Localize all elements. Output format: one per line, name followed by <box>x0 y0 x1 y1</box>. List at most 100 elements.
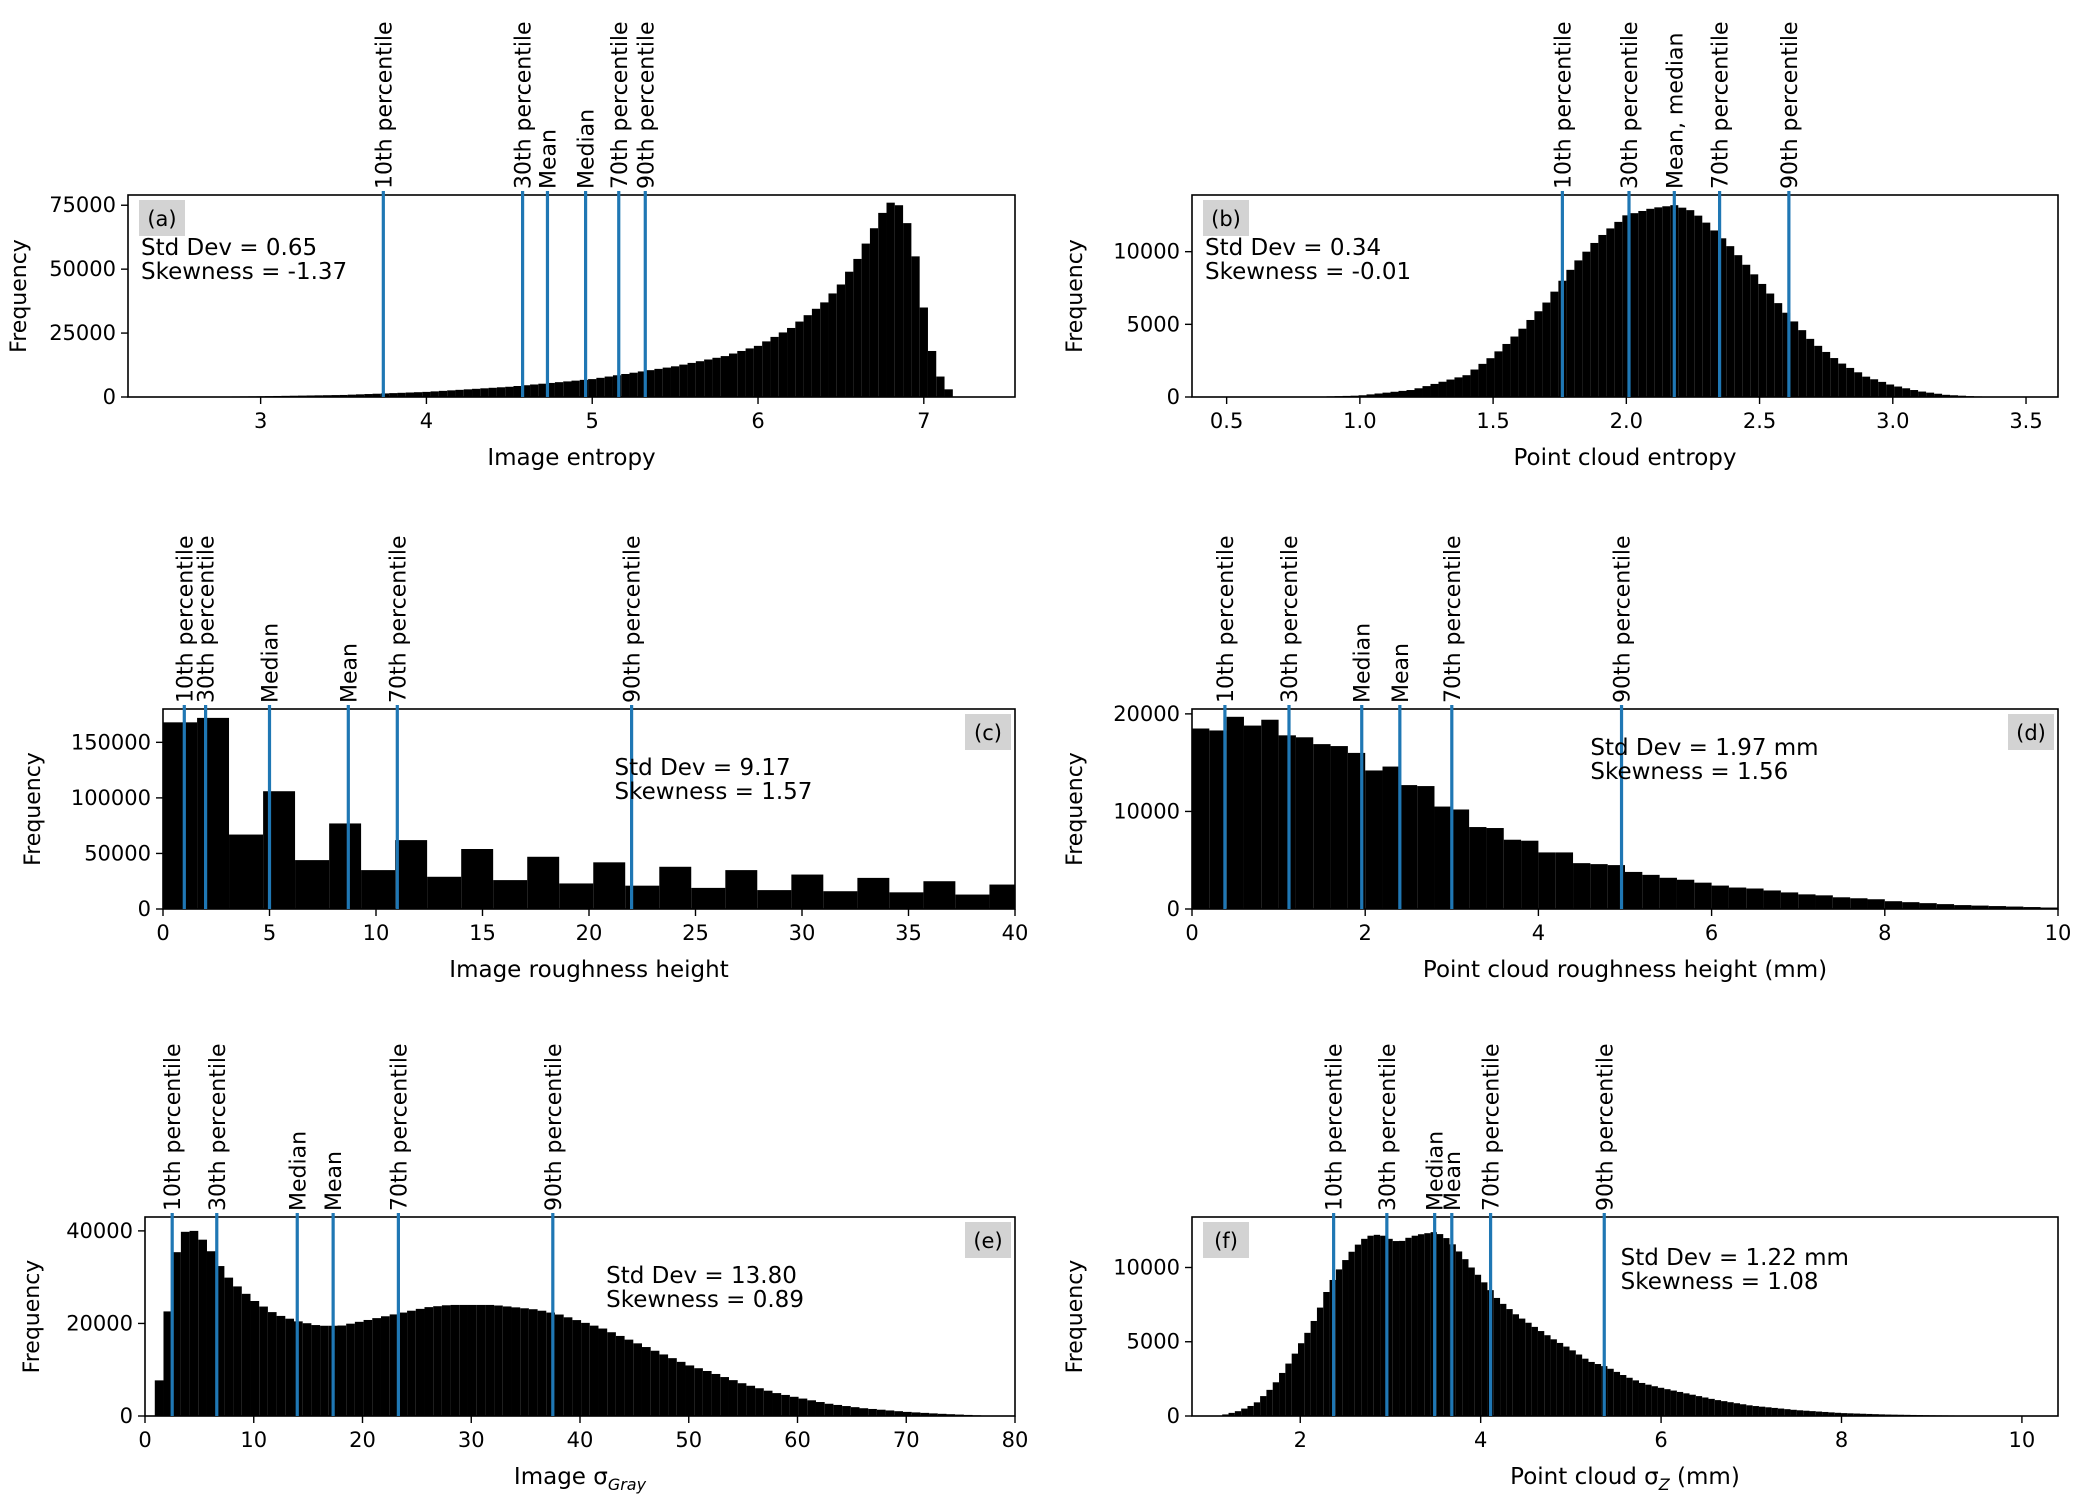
marker-label: Median <box>1351 623 1376 703</box>
histogram-bar <box>467 1304 477 1416</box>
histogram-bar <box>1417 786 1435 909</box>
histogram-bar <box>1686 210 1695 397</box>
histogram-bar <box>753 345 763 397</box>
panel-label: (a) <box>147 207 176 231</box>
x-axis-label-unit: (mm) <box>1670 1464 1740 1490</box>
histogram-bar <box>154 1380 164 1416</box>
x-axis-label: Point cloud entropy <box>1514 445 1737 471</box>
histogram-bar <box>778 332 788 397</box>
histogram-bar <box>955 894 990 909</box>
histogram-bar <box>615 1335 625 1416</box>
axes-frame <box>1191 708 2059 910</box>
histogram-bar <box>1525 1322 1532 1416</box>
histogram-bar <box>241 1293 251 1416</box>
y-tick-label: 75000 <box>49 193 116 217</box>
histogram-bar <box>1782 312 1791 397</box>
histogram-bar <box>314 395 323 397</box>
histogram-bar <box>347 394 356 397</box>
histogram-bar <box>853 258 862 397</box>
histogram-bar <box>447 390 456 397</box>
histogram-bars <box>1192 716 2058 909</box>
histogram-bar <box>546 382 555 397</box>
skewness-annotation: Skewness = -0.01 <box>1205 259 1411 285</box>
y-axis-label: Frequency <box>1063 239 1088 353</box>
x-tick-label: 6 <box>1654 1428 1667 1452</box>
histogram-bar <box>1285 1363 1292 1416</box>
histogram-bar <box>433 1306 442 1416</box>
histogram-bar <box>1803 1410 1810 1416</box>
x-tick-label: 70 <box>893 1428 920 1452</box>
x-tick-label: 4 <box>1532 921 1545 945</box>
x-axis-label-main: Point cloud entropy <box>1514 445 1737 471</box>
histogram-bar <box>346 1323 355 1416</box>
y-tick-label: 50000 <box>49 257 116 281</box>
histogram-bar <box>1405 1237 1412 1416</box>
histogram-bar <box>1486 828 1504 909</box>
x-axis-label-main: Point cloud σ <box>1510 1464 1659 1490</box>
x-axis-label: Image roughness height <box>449 957 728 983</box>
histogram-bar <box>480 388 489 397</box>
histogram-bar <box>1742 264 1751 397</box>
histogram-bar <box>711 1373 721 1416</box>
histogram-bar <box>787 327 796 397</box>
histogram-bar <box>472 388 481 397</box>
histogram-bar <box>1750 274 1759 397</box>
histogram-bar <box>1646 208 1655 397</box>
histogram-bar <box>180 1231 190 1416</box>
histogram-bar <box>1758 283 1767 397</box>
histogram-bar <box>1304 1332 1311 1416</box>
histogram-bar <box>845 271 854 397</box>
histogram-bar <box>2006 906 2024 909</box>
marker-label: 70th percentile <box>1441 535 1466 703</box>
marker-label: 30th percentile <box>1278 535 1303 703</box>
histogram-bar <box>1853 1413 1860 1416</box>
histogram-bar <box>1859 1413 1867 1416</box>
histogram-bar <box>1727 1402 1734 1416</box>
histogram-bar <box>659 1354 669 1416</box>
histogram-bar <box>520 1308 529 1416</box>
histogram-bar <box>276 1315 286 1416</box>
histogram-bar <box>589 1325 599 1416</box>
x-tick-label: 25 <box>682 921 709 945</box>
histogram-bar <box>607 1332 616 1416</box>
histogram-bar <box>1342 1260 1349 1416</box>
histogram-bar <box>438 390 448 397</box>
y-tick-label: 20000 <box>66 1311 133 1335</box>
histogram-bar <box>206 1251 216 1416</box>
marker-label: Mean <box>1389 643 1414 703</box>
histogram-bar <box>803 315 812 397</box>
histogram-bar <box>494 1305 503 1416</box>
histogram-bar <box>259 1306 268 1416</box>
histogram-bar <box>2023 907 2041 909</box>
histogram-bar <box>1291 1353 1298 1416</box>
panel-label-box <box>965 1222 1011 1258</box>
histogram-bar <box>1694 882 1712 909</box>
histogram-bar <box>1862 376 1871 397</box>
histogram-bar <box>1971 905 1989 909</box>
histogram-bar <box>1260 1396 1267 1416</box>
histogram-bar <box>929 1413 938 1416</box>
histogram-bar <box>363 1319 373 1416</box>
y-axis-label: Frequency <box>20 1260 45 1374</box>
histogram-bar <box>554 1314 564 1416</box>
histogram-bar <box>1607 1368 1614 1416</box>
x-tick-label: 3.0 <box>1876 409 1909 433</box>
histogram-bar <box>1721 1401 1728 1416</box>
histogram-bar <box>1493 1297 1501 1416</box>
histogram-bar <box>604 376 613 397</box>
skewness-annotation: Skewness = 1.08 <box>1621 1269 1819 1295</box>
marker-label: Mean <box>322 1151 347 1211</box>
x-tick-label: 30 <box>789 921 816 945</box>
histogram-bar <box>1942 394 1951 397</box>
x-axis-label-main: Image entropy <box>487 445 655 471</box>
histogram-bar <box>1556 1342 1564 1416</box>
histogram-bar <box>1847 1413 1854 1416</box>
x-tick-label: 6 <box>1705 921 1718 945</box>
histogram-bar <box>1348 1251 1355 1416</box>
y-tick-label: 100000 <box>71 786 151 810</box>
histogram-bar <box>1790 321 1799 397</box>
x-tick-label: 30 <box>458 1428 485 1452</box>
histogram-bar <box>361 870 396 909</box>
histogram-bar <box>1806 338 1815 397</box>
histogram-bar <box>1902 902 1920 909</box>
